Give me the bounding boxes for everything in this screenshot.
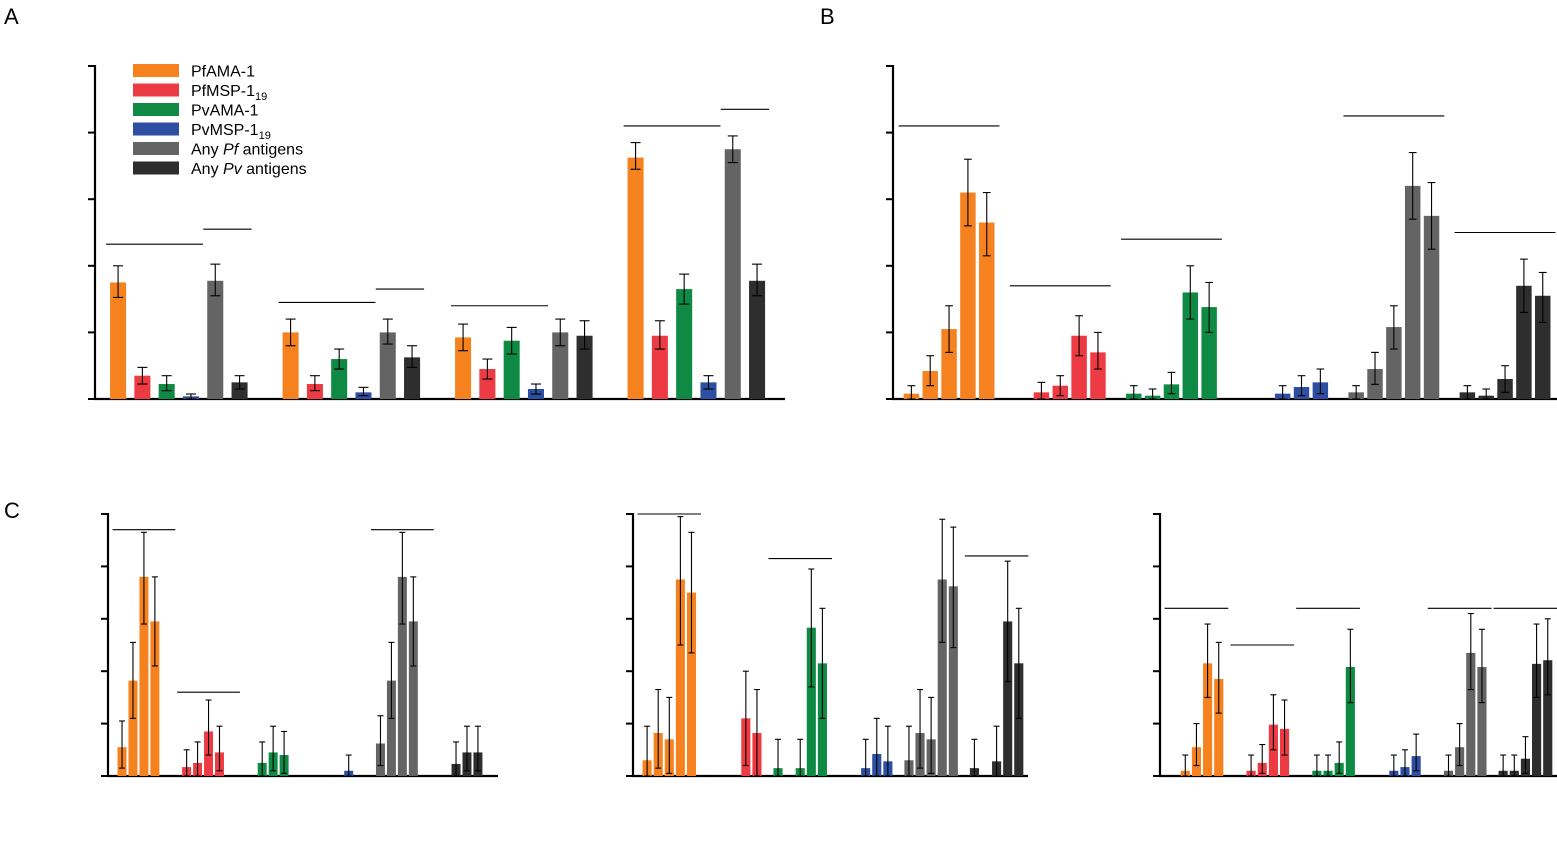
bar — [817, 663, 827, 776]
legend-entry: PvMSP-119 — [191, 122, 271, 142]
bar — [552, 332, 569, 399]
legend-text: Any — [191, 161, 223, 178]
legend-text: PfMSP-1 — [191, 83, 255, 100]
bar — [386, 680, 396, 776]
bar — [1090, 352, 1106, 399]
bar — [948, 586, 958, 776]
bar — [306, 384, 323, 399]
legend-subscript: 19 — [259, 130, 271, 142]
legend-entry: Any Pv antigens — [191, 161, 307, 178]
bar — [479, 369, 496, 399]
bar — [397, 576, 407, 776]
bar — [1071, 335, 1087, 399]
bar — [1203, 663, 1213, 776]
bar — [1014, 663, 1024, 776]
legend-swatch — [133, 103, 179, 116]
panel-letter-a: A — [4, 4, 19, 29]
bar — [1477, 667, 1487, 776]
panel-letter-b: B — [820, 4, 835, 29]
legend-swatch — [133, 64, 179, 77]
legend-text: antigens — [238, 142, 303, 159]
bar — [134, 375, 151, 399]
legend-subscript: 19 — [255, 91, 267, 103]
legend-entry: PvAMA-1 — [191, 103, 259, 120]
legend-italic-text: Pv — [223, 161, 243, 178]
bar — [1466, 652, 1476, 776]
legend-swatch — [133, 142, 179, 155]
bar — [408, 621, 418, 776]
legend-entry: PfAMA-1 — [191, 64, 255, 81]
bar — [1214, 679, 1224, 776]
bar — [1423, 215, 1440, 399]
bar — [724, 149, 741, 399]
bar — [1386, 327, 1402, 399]
legend-text: PfAMA-1 — [191, 64, 255, 81]
bar — [139, 576, 149, 776]
bar — [937, 579, 947, 776]
legend-swatch — [133, 83, 179, 97]
bar — [282, 332, 299, 399]
legend-entry: PfMSP-119 — [191, 83, 267, 103]
bar — [1003, 621, 1013, 776]
legend-swatch — [133, 161, 179, 175]
bar — [1201, 307, 1217, 399]
bar — [128, 680, 138, 776]
bar — [686, 592, 697, 776]
legend-text: Any — [191, 142, 223, 159]
bar — [1345, 667, 1355, 776]
bar — [979, 222, 995, 399]
legend-swatch — [133, 122, 179, 136]
bar — [503, 340, 520, 399]
bar — [700, 382, 717, 399]
legend-text: antigens — [242, 161, 307, 178]
bar — [749, 280, 766, 399]
bar — [158, 384, 175, 399]
bar — [455, 337, 472, 399]
bar — [941, 329, 957, 399]
bar — [960, 192, 976, 399]
bar — [651, 335, 668, 399]
legend-text: PvMSP-1 — [191, 122, 259, 139]
bar — [806, 627, 816, 776]
bar — [1543, 660, 1553, 776]
bar — [1535, 295, 1551, 399]
bar — [110, 282, 127, 399]
bar — [207, 280, 224, 399]
bar — [1532, 663, 1542, 776]
legend-entry: Any Pf antigens — [191, 142, 303, 159]
bar — [231, 382, 248, 399]
bar — [676, 289, 693, 399]
bar — [150, 621, 160, 776]
panel-letter-c: C — [4, 498, 20, 523]
bar — [675, 579, 685, 776]
bar — [1404, 185, 1421, 399]
charts — [88, 65, 1557, 778]
bar — [1516, 285, 1532, 399]
bar — [379, 332, 396, 399]
bar — [576, 335, 593, 399]
legend-text: PvAMA-1 — [191, 103, 259, 120]
bar — [627, 157, 644, 399]
legend-italic-text: Pf — [223, 142, 240, 159]
